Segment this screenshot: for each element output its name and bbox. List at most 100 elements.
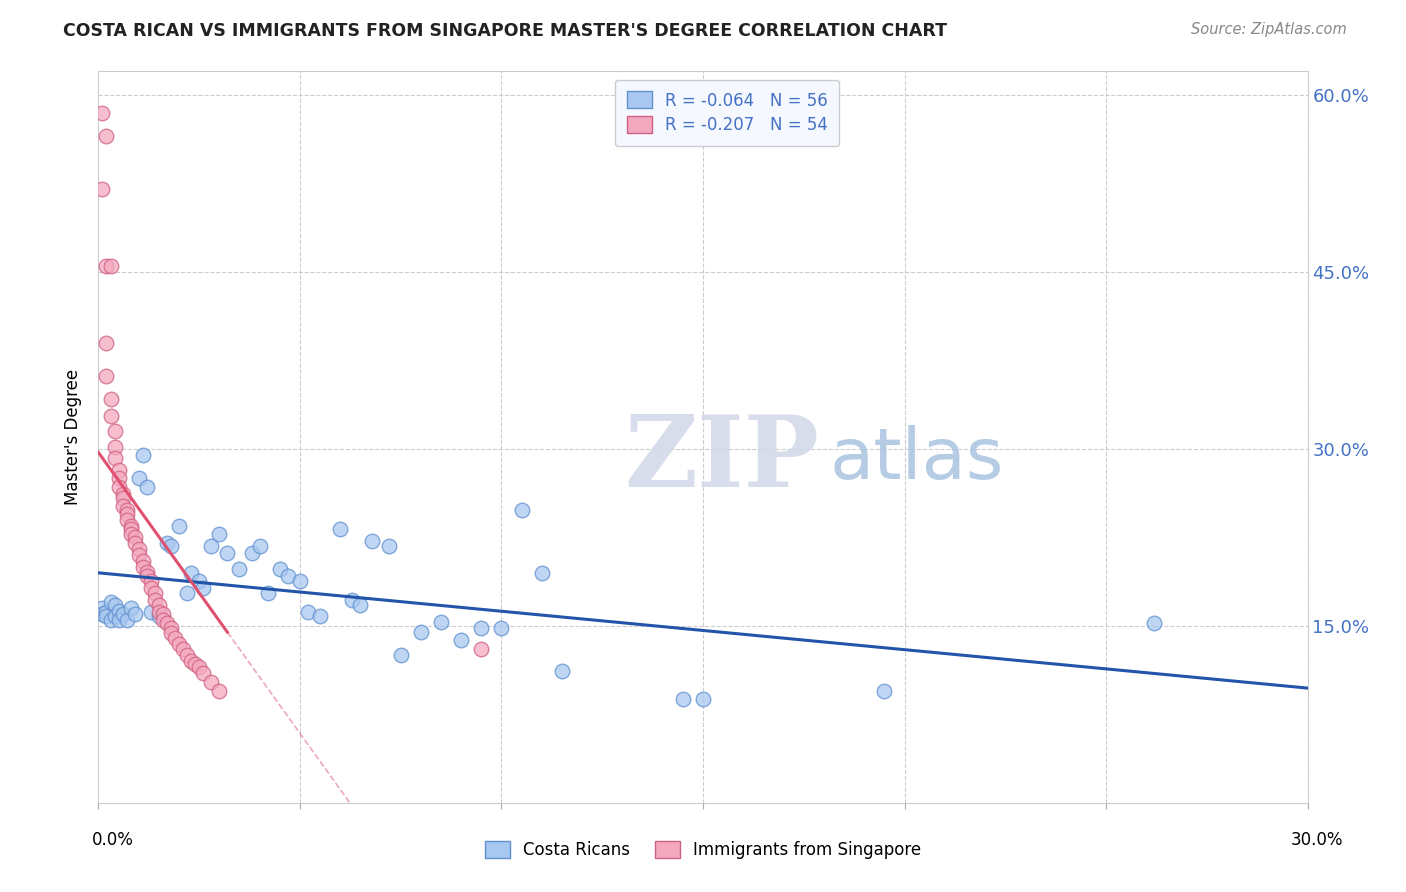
Point (124, 607, 146, 621)
Point (288, 574, 311, 588)
Point (91, 601, 114, 615)
Point (115, 513, 138, 527)
Point (100, 259, 122, 273)
Point (148, 598, 170, 612)
Point (160, 621, 183, 635)
Text: ZIP: ZIP (624, 410, 820, 508)
Point (148, 609, 170, 624)
Point (172, 642, 194, 657)
Point (329, 522, 352, 536)
Point (228, 562, 250, 576)
Point (249, 539, 271, 553)
Point (120, 518, 142, 533)
Point (107, 463, 129, 477)
Point (1143, 616, 1166, 631)
Point (96, 605, 118, 619)
Point (96, 259, 118, 273)
Point (470, 642, 492, 657)
Legend: Costa Ricans, Immigrants from Singapore: Costa Ricans, Immigrants from Singapore (477, 833, 929, 868)
Point (91, 105, 114, 120)
Point (139, 605, 162, 619)
Point (240, 546, 263, 560)
Point (135, 565, 157, 579)
Point (430, 615, 453, 630)
Point (143, 586, 166, 600)
Point (96, 129, 118, 144)
Point (188, 660, 211, 674)
Point (163, 631, 186, 645)
Point (111, 486, 134, 500)
Point (176, 586, 198, 600)
Point (193, 581, 215, 595)
Point (100, 613, 122, 627)
Point (128, 471, 150, 485)
Point (167, 518, 190, 533)
Point (120, 526, 142, 541)
Point (111, 491, 134, 506)
Point (107, 471, 129, 485)
Point (100, 392, 122, 407)
Point (96, 335, 118, 350)
Text: COSTA RICAN VS IMMIGRANTS FROM SINGAPORE MASTER'S DEGREE CORRELATION CHART: COSTA RICAN VS IMMIGRANTS FROM SINGAPORE… (63, 22, 948, 40)
Point (450, 632, 472, 647)
Point (256, 586, 278, 600)
Point (530, 566, 553, 580)
Point (873, 683, 896, 698)
Point (551, 664, 574, 678)
Point (132, 554, 155, 568)
Point (135, 569, 157, 583)
Point (217, 546, 239, 560)
Y-axis label: Master's Degree: Master's Degree (65, 369, 83, 505)
Point (510, 503, 533, 517)
Point (409, 624, 432, 639)
Point (124, 536, 146, 550)
Point (107, 603, 129, 617)
Point (128, 542, 150, 557)
Text: atlas: atlas (830, 425, 1004, 493)
Point (115, 503, 138, 517)
Text: 0.0%: 0.0% (91, 831, 134, 849)
Point (96, 609, 118, 624)
Point (120, 522, 142, 536)
Point (132, 559, 155, 574)
Point (277, 569, 299, 583)
Point (692, 692, 714, 706)
Point (152, 613, 174, 627)
Text: Source: ZipAtlas.com: Source: ZipAtlas.com (1191, 22, 1347, 37)
Point (180, 566, 202, 580)
Point (100, 595, 122, 609)
Point (200, 675, 222, 690)
Point (156, 536, 179, 550)
Point (160, 539, 183, 553)
Text: 30.0%: 30.0% (1291, 831, 1343, 849)
Point (139, 581, 162, 595)
Point (200, 539, 222, 553)
Point (107, 613, 129, 627)
Point (103, 451, 125, 466)
Point (167, 636, 190, 650)
Point (91, 182, 114, 196)
Point (491, 621, 513, 635)
Point (120, 601, 142, 615)
Point (100, 409, 122, 423)
Point (111, 607, 134, 621)
Point (184, 657, 207, 671)
Point (208, 683, 231, 698)
Point (389, 648, 412, 663)
Point (470, 621, 492, 635)
Point (342, 593, 364, 607)
Point (143, 593, 166, 607)
Point (188, 574, 211, 588)
Point (180, 654, 202, 668)
Point (309, 609, 332, 624)
Point (152, 607, 174, 621)
Point (111, 499, 134, 513)
Point (115, 507, 138, 521)
Point (377, 539, 399, 553)
Point (160, 626, 183, 640)
Point (115, 613, 138, 627)
Point (103, 424, 125, 438)
Point (156, 616, 179, 631)
Point (269, 562, 291, 576)
Point (193, 666, 215, 681)
